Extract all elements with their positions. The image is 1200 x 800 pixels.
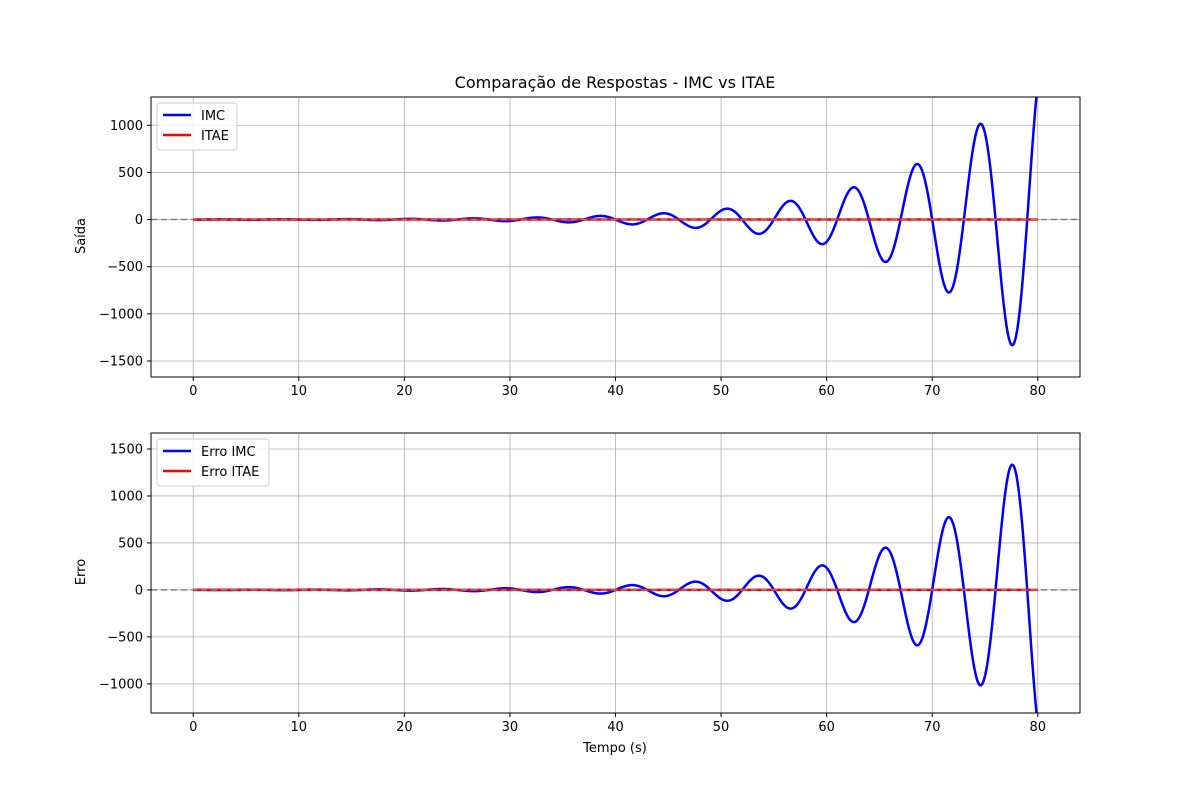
legend-label-erro-itae: Erro ITAE: [201, 465, 259, 480]
y-tick-label: −500: [107, 630, 143, 645]
x-tick-label: 70: [924, 384, 941, 399]
x-tick-label: 20: [396, 384, 413, 399]
y-tick-label: 500: [118, 166, 143, 181]
x-tick-label: 10: [291, 720, 308, 735]
x-tick-label: 40: [607, 720, 624, 735]
y-tick-label: −1500: [99, 354, 143, 369]
y-tick-label: −1000: [99, 307, 143, 322]
legend-error: Erro IMC Erro ITAE: [157, 439, 269, 486]
legend-label-imc: IMC: [201, 109, 225, 124]
x-tick-label: 80: [1029, 384, 1046, 399]
chart-title: Comparação de Respostas - IMC vs ITAE: [455, 73, 776, 92]
response-panel: Saída 0 10 20 30 40 50 60 70 80 −1500 −1000 −500 0 50…: [74, 84, 1080, 399]
y-tick-label: 1000: [110, 119, 143, 134]
x-tick-label: 50: [713, 720, 730, 735]
x-tick-label: 0: [189, 384, 197, 399]
legend-label-erro-imc: Erro IMC: [201, 445, 256, 460]
y-axis-label-erro: Erro: [74, 559, 89, 585]
legend-label-itae: ITAE: [201, 129, 229, 144]
y-tick-label: 500: [118, 536, 143, 551]
y-tick-label: 0: [135, 213, 143, 228]
legend-response: IMC ITAE: [157, 103, 237, 150]
y-tick-label: 0: [135, 583, 143, 598]
x-tick-label: 0: [189, 720, 197, 735]
y-tick-label: 1000: [110, 489, 143, 504]
x-tick-label: 30: [502, 720, 519, 735]
y-tick-label: 1500: [110, 442, 143, 457]
error-panel: Erro Tempo (s) 0 10 20 30 40 50 60 70 80 −1000 −50…: [74, 433, 1080, 756]
x-tick-label: 70: [924, 720, 941, 735]
y-axis-label-saida: Saída: [74, 218, 89, 254]
x-tick-label: 50: [713, 384, 730, 399]
x-tick-label: 60: [818, 720, 835, 735]
x-tick-label: 10: [291, 384, 308, 399]
x-tick-label: 60: [818, 384, 835, 399]
x-tick-label: 80: [1029, 720, 1046, 735]
y-tick-label: −500: [107, 260, 143, 275]
x-tick-label: 20: [396, 720, 413, 735]
x-tick-label: 30: [502, 384, 519, 399]
x-axis-label: Tempo (s): [582, 741, 647, 756]
y-tick-label: −1000: [99, 677, 143, 692]
x-tick-label: 40: [607, 384, 624, 399]
